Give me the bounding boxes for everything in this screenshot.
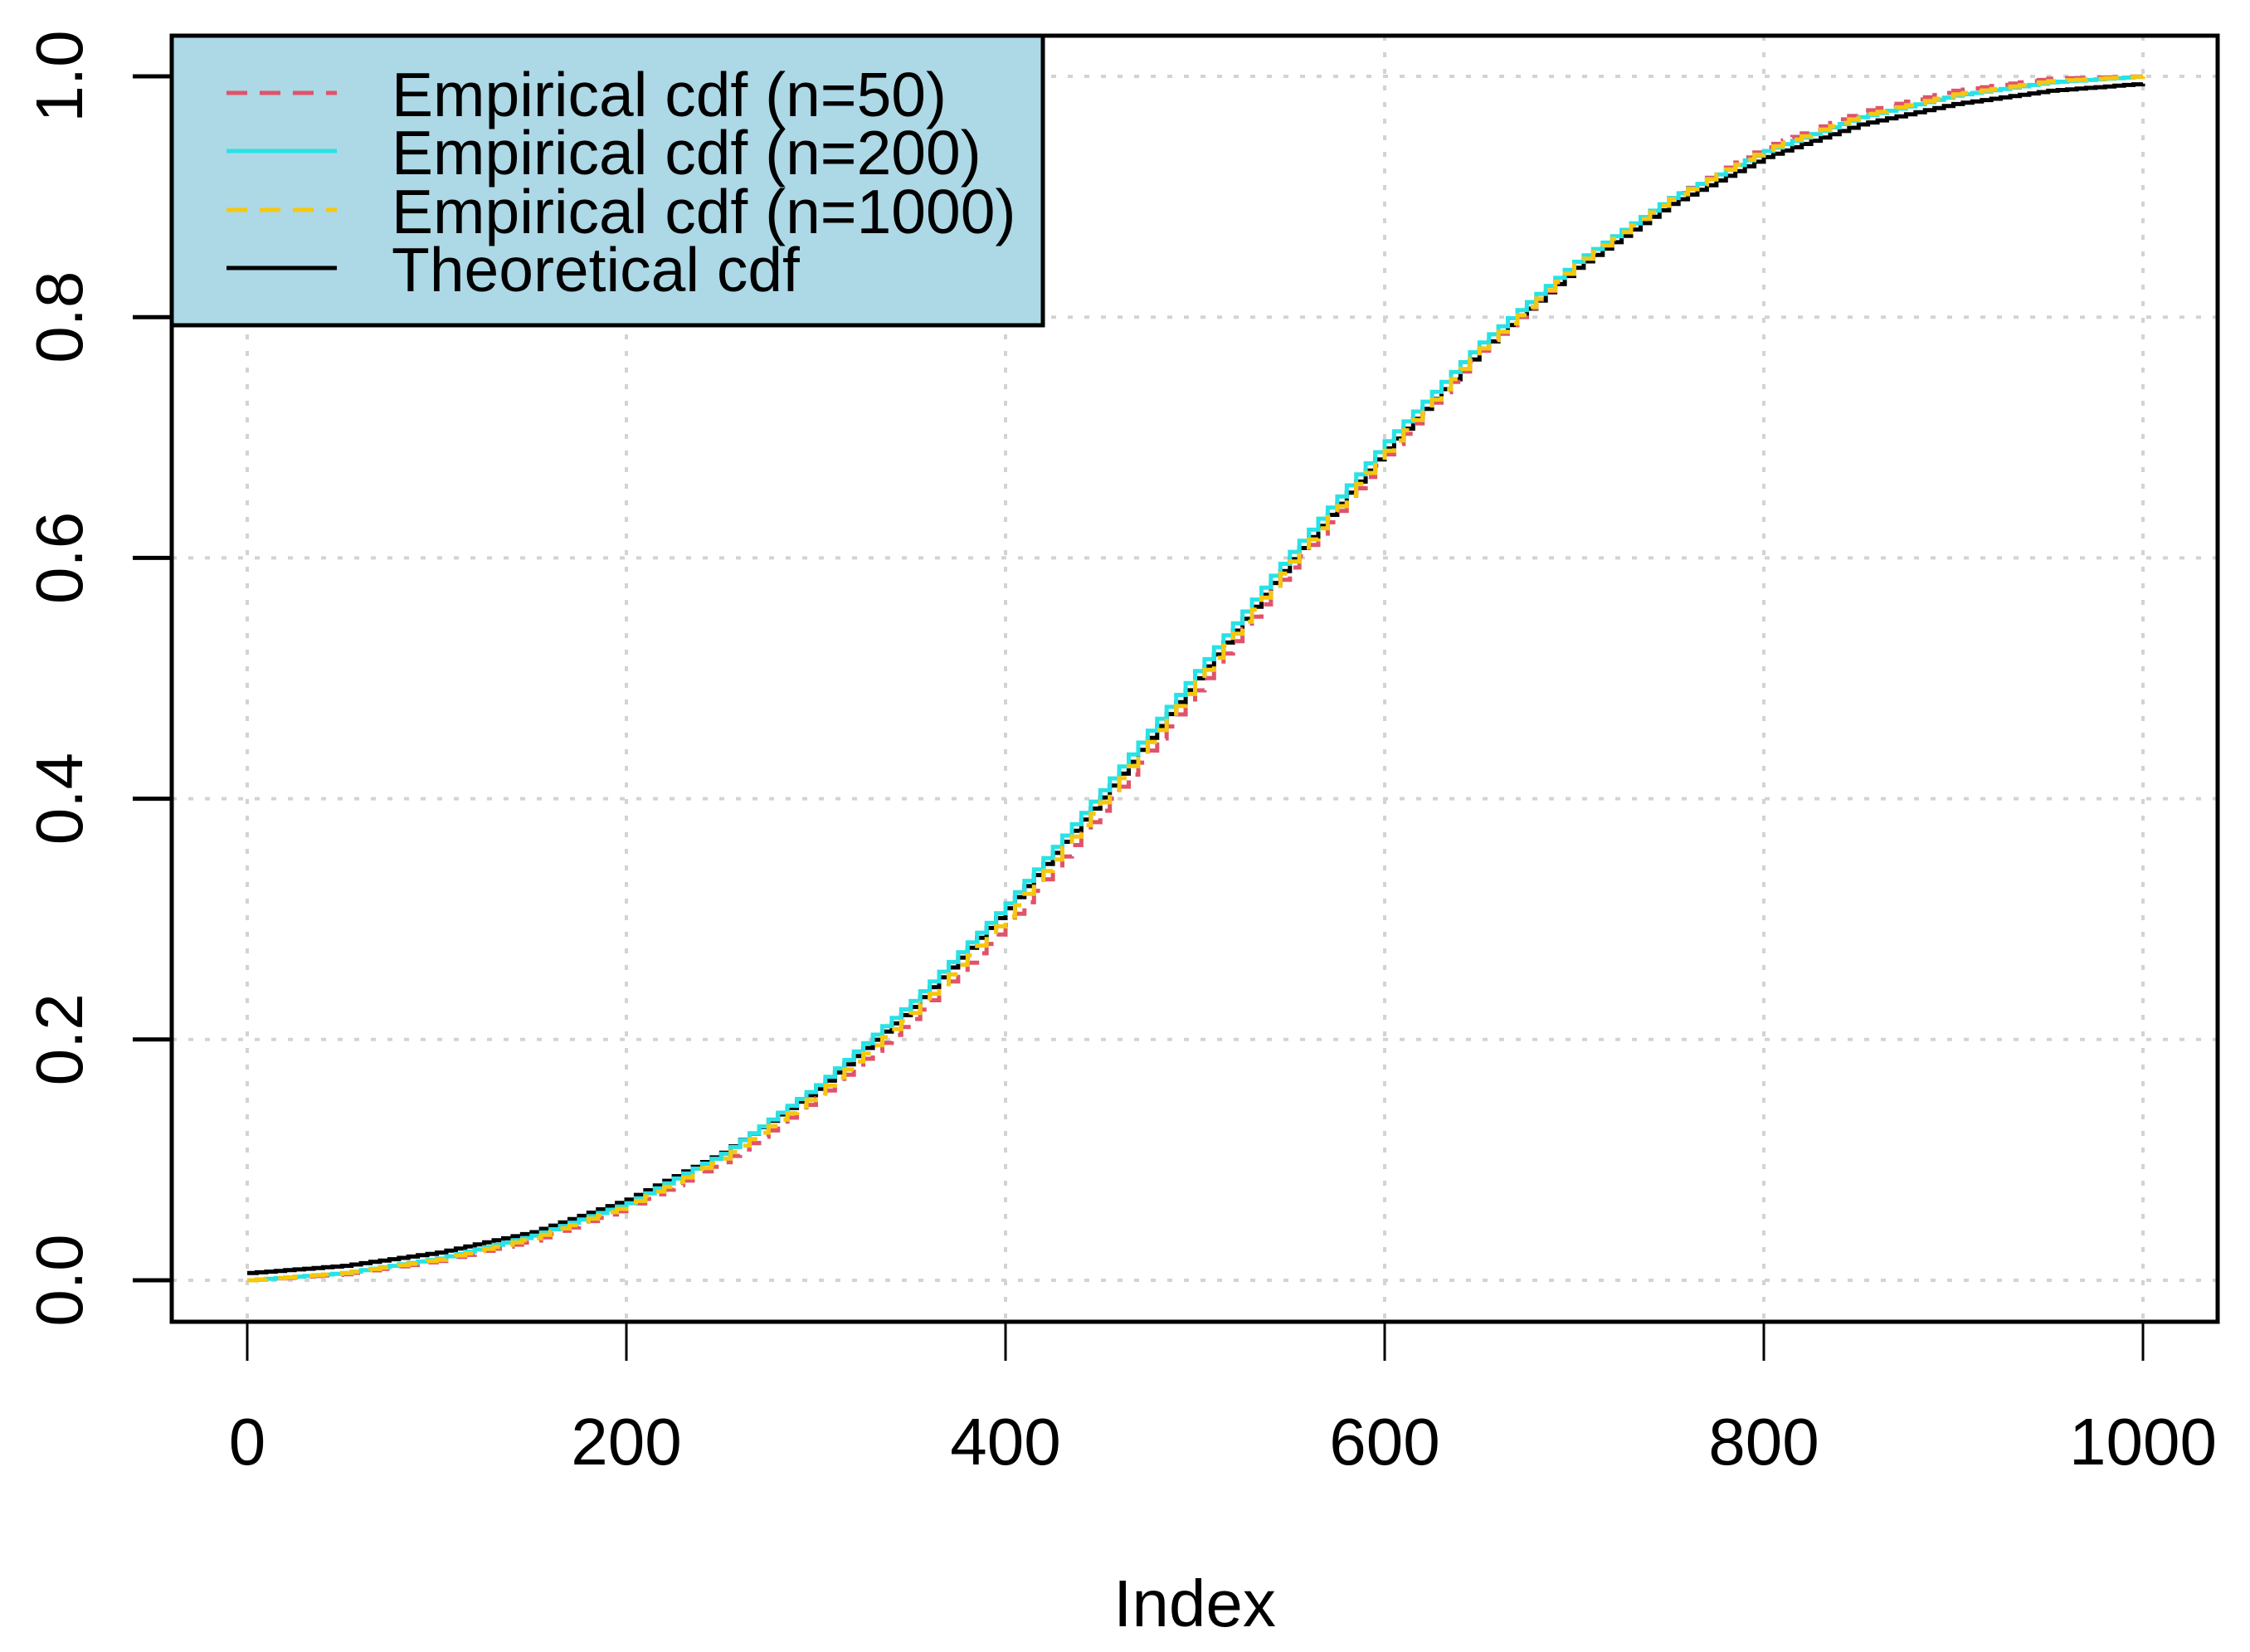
legend-label: Empirical cdf (n=50): [392, 60, 947, 129]
x-tick-label: 600: [1329, 1405, 1439, 1479]
legend-label: Empirical cdf (n=1000): [392, 177, 1015, 246]
x-tick-label: 1000: [2069, 1405, 2217, 1479]
y-axis: 0.0 0.2 0.4 0.6 0.8 1.0: [22, 30, 172, 1327]
y-tick-label: 0.0: [22, 1234, 96, 1326]
legend-item: Empirical cdf (n=1000): [226, 177, 1015, 246]
legend-label: Empirical cdf (n=200): [392, 118, 981, 188]
x-tick-label: 400: [950, 1405, 1060, 1479]
x-axis: 0 200 400 600 800 1000: [229, 1322, 2217, 1479]
x-tick-label: 800: [1708, 1405, 1819, 1479]
x-tick-label: 0: [229, 1405, 266, 1479]
y-tick-label: 0.2: [22, 993, 96, 1085]
series-line-empirical-cdf-n-1000: [247, 75, 2145, 1283]
legend-item: Theoretical cdf: [226, 235, 800, 305]
y-tick-label: 1.0: [22, 30, 96, 122]
legend-item: Empirical cdf (n=200): [226, 118, 981, 188]
legend: Empirical cdf (n=50) Empirical cdf (n=20…: [169, 33, 1045, 328]
plot-frame: [169, 33, 2220, 1324]
y-tick-label: 0.4: [22, 753, 96, 845]
x-tick-label: 200: [571, 1405, 681, 1479]
y-tick-label: 0.8: [22, 271, 96, 363]
legend-label: Theoretical cdf: [392, 235, 800, 305]
legend-box: [169, 33, 1045, 328]
series-lines: [247, 74, 2145, 1283]
legend-item: Empirical cdf (n=50): [226, 60, 947, 129]
y-tick-label: 0.6: [22, 512, 96, 604]
x-axis-title: Index: [1113, 1567, 1276, 1640]
